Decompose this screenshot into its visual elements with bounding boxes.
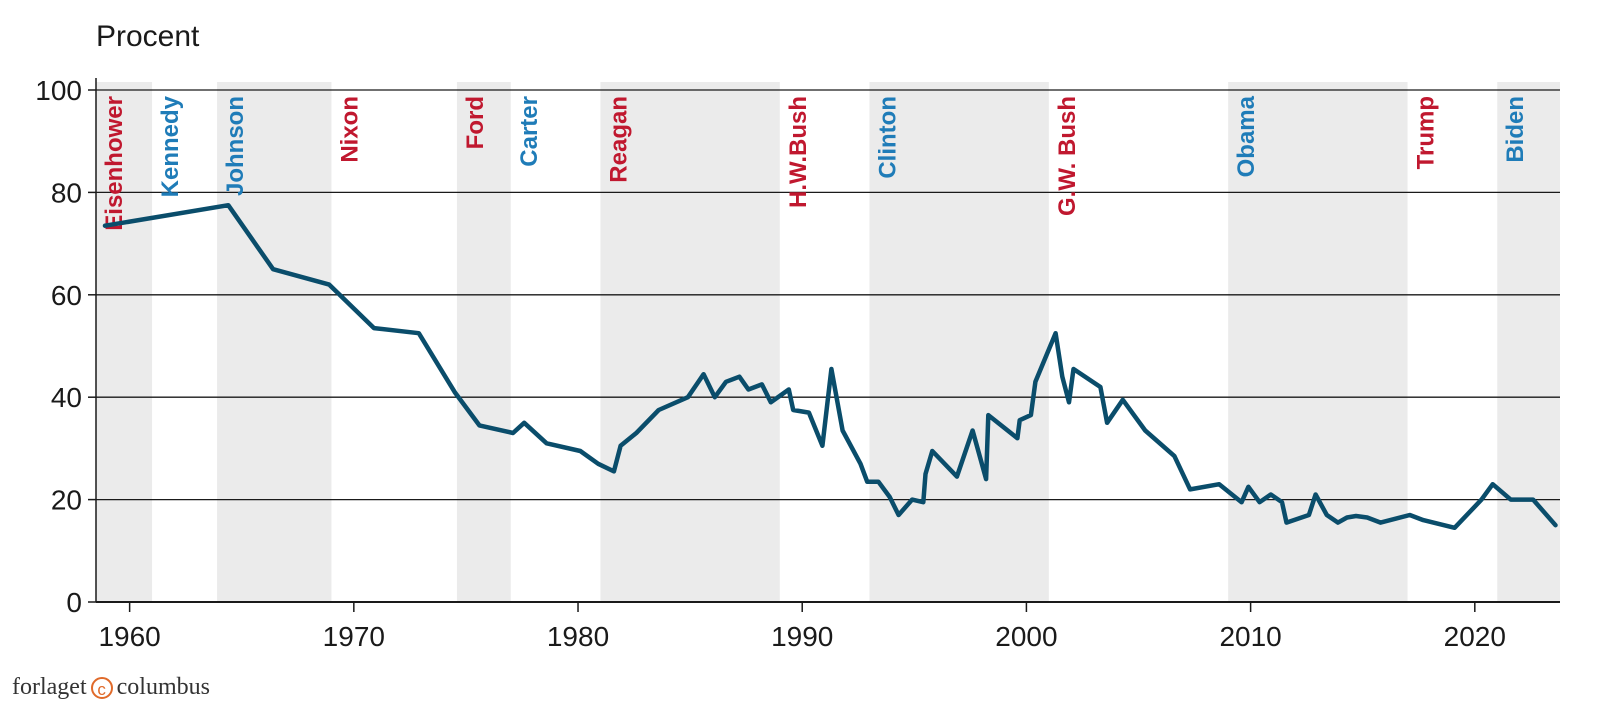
x-tick-label: 2010 (1219, 621, 1281, 652)
publisher-name-right: columbus (116, 674, 210, 700)
x-tick-label: 2000 (995, 621, 1057, 652)
term-shade-10 (1228, 82, 1408, 602)
series-line-layer (102, 202, 1558, 531)
y-tick-label: 60 (51, 280, 82, 311)
y-tick-label: 0 (66, 587, 82, 618)
y-tick-label: 20 (51, 485, 82, 516)
president-label: Reagan (605, 96, 632, 183)
y-tick-label: 100 (35, 75, 82, 106)
publisher-name-left: forlaget (12, 674, 87, 700)
y-tick-label: 40 (51, 382, 82, 413)
term-shade-2 (217, 82, 332, 602)
x-tick-label: 2020 (1444, 621, 1506, 652)
term-shade-6 (600, 82, 780, 602)
president-label: Biden (1502, 96, 1529, 163)
term-shade-4 (456, 82, 511, 602)
president-label: Johnson (222, 96, 249, 196)
x-tick-label: 1980 (547, 621, 609, 652)
x-tick-label: 1970 (323, 621, 385, 652)
president-label: Trump (1413, 96, 1440, 169)
president-label: Eisenhower (101, 96, 128, 231)
term-shade-0 (96, 82, 153, 602)
president-label: G.W. Bush (1054, 96, 1081, 216)
president-label: Kennedy (157, 95, 184, 197)
y-axis-label: Procent (96, 20, 200, 53)
president-label: Nixon (336, 96, 363, 163)
president-label: Clinton (874, 96, 901, 179)
president-label: H.W.Bush (785, 96, 812, 208)
axes (88, 78, 1476, 612)
x-tick-label: 1960 (98, 621, 160, 652)
x-tick-label: 1990 (771, 621, 833, 652)
president-labels: Eisenhower Kennedy Johnson Nixon Ford Carter R… (101, 95, 1529, 230)
tick-labels: 0 20 40 60 80 100 1960 1970 1980 1990 2000 2010 2020 (35, 75, 1506, 652)
publisher-footer: forlaget c columbus (12, 674, 210, 701)
president-label: Ford (462, 96, 489, 149)
president-term-shading (96, 82, 1560, 602)
president-label: Carter (516, 96, 543, 167)
y-tick-label: 80 (51, 177, 82, 208)
president-label: Obama (1233, 95, 1260, 177)
copyright-circle-icon: c (90, 676, 113, 699)
